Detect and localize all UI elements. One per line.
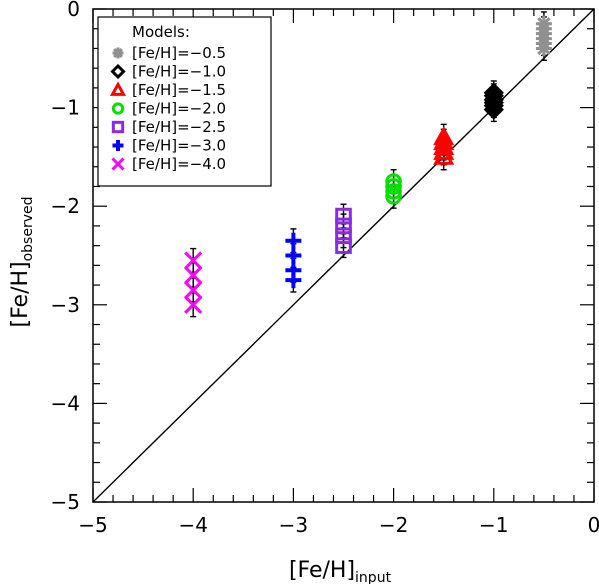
data-point — [285, 232, 302, 249]
x-tick-label: −4 — [178, 513, 207, 537]
legend-label: [Fe/H]=−2.0 — [132, 100, 226, 118]
x-axis-title: [Fe/H]input — [289, 558, 392, 584]
y-axis-title-main: [Fe/H] — [8, 261, 33, 327]
y-tick-label: −1 — [51, 96, 80, 120]
series-asterisk — [535, 11, 552, 61]
y-tick-label: −3 — [51, 293, 80, 317]
legend-marker — [111, 157, 125, 171]
legend: Models: [Fe/H]=−0.5[Fe/H]=−1.0[Fe/H]=−1.… — [97, 16, 272, 187]
legend-entry: [Fe/H]=−4.0 — [111, 155, 226, 173]
legend-marker — [110, 63, 126, 80]
data-point — [433, 135, 455, 155]
y-axis-title: [Fe/H]observed — [8, 196, 36, 327]
data-point — [483, 89, 504, 110]
plot-frame — [92, 8, 595, 503]
legend-marker — [112, 140, 124, 151]
legend-label: [Fe/H]=−4.0 — [132, 155, 226, 173]
x-axis-title-sub: input — [355, 570, 392, 584]
legend-entry: [Fe/H]=−2.0 — [111, 100, 226, 118]
series-diamond — [483, 80, 504, 123]
legend-label: [Fe/H]=−1.0 — [132, 63, 226, 81]
legend-entry: [Fe/H]=−0.5 — [112, 44, 226, 62]
data-point — [335, 217, 352, 235]
data-point — [335, 227, 352, 245]
data-point — [285, 272, 302, 289]
data-point — [483, 85, 504, 106]
legend-marker — [112, 47, 124, 59]
series-cross — [184, 247, 203, 318]
y-tick-label: −4 — [51, 391, 80, 415]
data-point — [184, 251, 203, 270]
plot-area: −5 −4 −3 −2 −1 0 −5 −4 −3 −2 −1 0 — [51, 0, 599, 537]
legend-box — [97, 16, 272, 187]
legend-entry: [Fe/H]=−2.5 — [111, 118, 226, 136]
legend-entry: [Fe/H]=−1.0 — [110, 63, 226, 81]
data-point — [483, 99, 504, 120]
y-axis-title-sub: observed — [20, 196, 36, 261]
data-point — [184, 266, 203, 285]
data-point — [433, 140, 455, 160]
data-point — [483, 92, 504, 113]
y-tick-label: −5 — [51, 490, 80, 514]
x-tick-label: −1 — [479, 513, 508, 537]
x-tick-label: 0 — [588, 513, 599, 537]
legend-marker — [111, 102, 125, 115]
data-point — [335, 237, 352, 254]
legend-entry: [Fe/H]=−1.5 — [109, 81, 226, 99]
data-point — [285, 247, 302, 264]
x-tick-label: −3 — [279, 513, 308, 537]
x-tick-label: −2 — [379, 513, 408, 537]
series-plus — [285, 228, 302, 293]
legend-marker — [111, 120, 125, 134]
legend-marker — [109, 81, 127, 96]
data-point — [433, 145, 455, 165]
data-point — [184, 280, 203, 300]
data-point — [335, 207, 352, 225]
data-point — [385, 183, 402, 200]
y-tick-label: 0 — [67, 0, 80, 21]
data-point — [184, 295, 203, 314]
series-triangle — [433, 123, 455, 171]
data-point — [385, 178, 402, 195]
legend-label: [Fe/H]=−1.5 — [132, 81, 226, 99]
data-point — [385, 188, 402, 205]
legend-label: [Fe/H]=−3.0 — [132, 137, 226, 155]
x-axis-title-main: [Fe/H] — [289, 558, 355, 583]
y-tick-label: −2 — [51, 194, 80, 218]
legend-entry: [Fe/H]=−3.0 — [112, 137, 226, 155]
legend-label: [Fe/H]=−0.5 — [132, 44, 226, 62]
data-point — [483, 95, 504, 116]
series-square — [335, 203, 352, 259]
data-point — [535, 40, 552, 57]
x-tick-label: −5 — [78, 513, 107, 537]
legend-title: Models: — [132, 23, 190, 41]
series-circle — [385, 169, 402, 209]
legend-label: [Fe/H]=−2.5 — [132, 118, 226, 136]
